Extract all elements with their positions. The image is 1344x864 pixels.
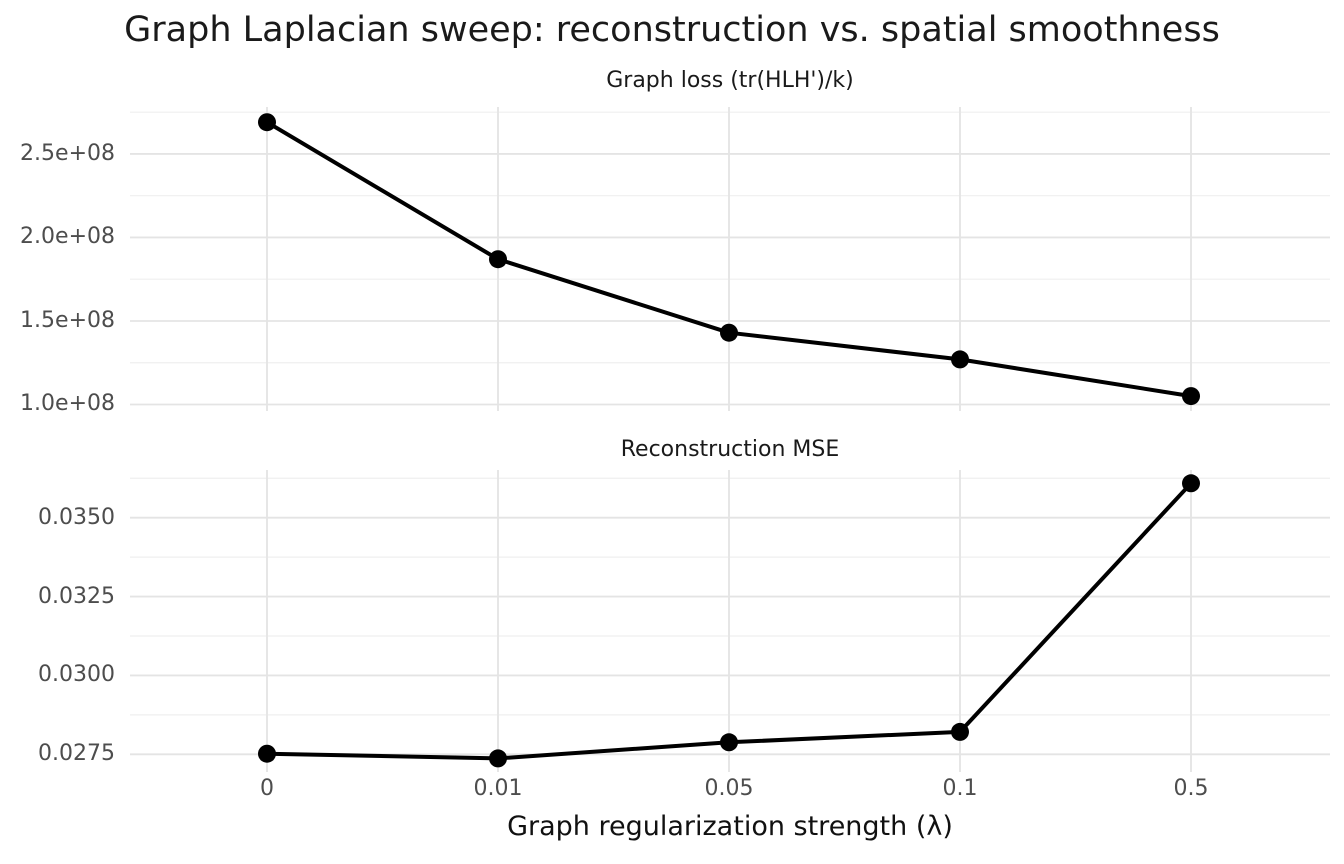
data-point — [720, 733, 738, 752]
y-tick-label: 0.0300 — [38, 662, 115, 687]
data-point — [951, 722, 969, 741]
page-title: Graph Laplacian sweep: reconstruction vs… — [124, 10, 1220, 50]
data-point — [258, 113, 276, 132]
panel-title-graph-loss: Graph loss (tr(HLH')/k) — [606, 68, 854, 93]
panel-reconstruction-mse — [130, 470, 1330, 772]
data-point — [258, 744, 276, 763]
y-tick-label: 1.0e+08 — [20, 391, 115, 416]
data-point — [489, 749, 507, 768]
x-tick-label: 0 — [260, 776, 274, 801]
x-tick-label: 0.5 — [1173, 776, 1209, 801]
y-tick-label: 2.5e+08 — [20, 141, 115, 166]
y-tick-label: 0.0275 — [38, 741, 115, 766]
y-tick-label: 1.5e+08 — [20, 308, 115, 333]
panel-graph-loss — [130, 107, 1330, 411]
x-tick-label: 0.01 — [473, 776, 523, 801]
x-axis-title: Graph regularization strength (λ) — [507, 811, 953, 842]
y-tick-label: 0.0325 — [38, 584, 115, 609]
data-point — [489, 250, 507, 269]
x-tick-label: 0.1 — [942, 776, 978, 801]
data-point — [1182, 474, 1200, 493]
data-point — [720, 323, 738, 342]
y-tick-label: 2.0e+08 — [20, 224, 115, 249]
x-tick-label: 0.05 — [704, 776, 754, 801]
panel-title-reconstruction-mse: Reconstruction MSE — [620, 437, 840, 462]
y-tick-label: 0.0350 — [38, 505, 115, 530]
data-point — [1182, 387, 1200, 406]
data-point — [951, 350, 969, 369]
